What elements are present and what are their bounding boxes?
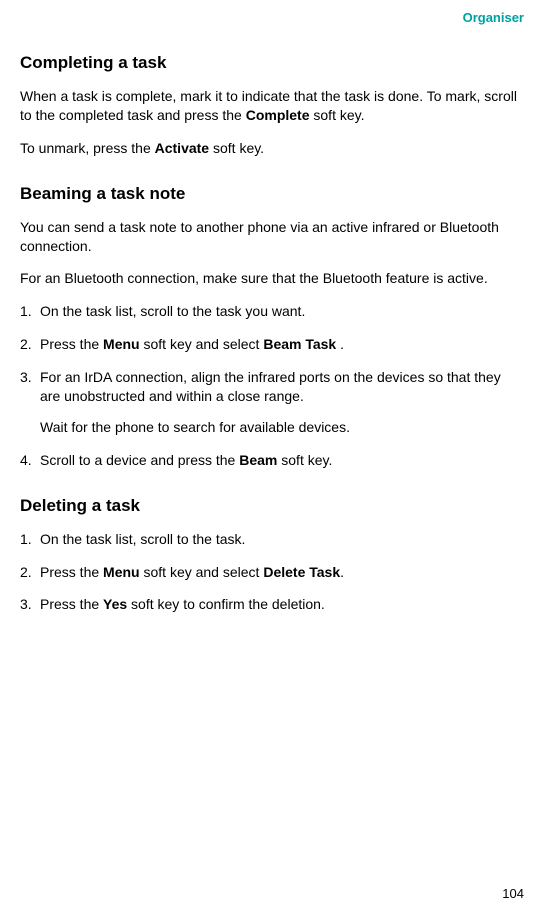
text-fragment: soft key to confirm the deletion. [127,596,325,612]
delete-task-label: Delete Task [263,564,340,580]
text-fragment: Scroll to a device and press the [40,452,239,468]
deleting-steps: On the task list, scroll to the task. Pr… [20,530,524,615]
text-fragment: soft key. [310,107,365,123]
text-fragment: soft key. [277,452,332,468]
beaming-step-3-sub: Wait for the phone to search for availab… [40,418,524,437]
beaming-step-3: For an IrDA connection, align the infrar… [20,368,524,437]
activate-softkey-label: Activate [155,140,209,156]
text-fragment: Press the [40,336,103,352]
text-fragment: soft key and select [140,564,264,580]
text-fragment: On the task list, scroll to the task. [40,531,245,547]
beaming-heading: Beaming a task note [20,184,524,204]
completing-para2: To unmark, press the Activate soft key. [20,139,524,158]
menu-softkey-label: Menu [103,336,140,352]
text-fragment: To unmark, press the [20,140,155,156]
beaming-step-2: Press the Menu soft key and select Beam … [20,335,524,354]
beam-softkey-label: Beam [239,452,277,468]
text-fragment: . [340,564,344,580]
text-fragment: Press the [40,564,103,580]
beaming-para2: For an Bluetooth connection, make sure t… [20,269,524,288]
text-fragment: On the task list, scroll to the task you… [40,303,305,319]
text-fragment: soft key and select [140,336,264,352]
beaming-steps: On the task list, scroll to the task you… [20,302,524,469]
deleting-step-2: Press the Menu soft key and select Delet… [20,563,524,582]
beaming-step-1: On the task list, scroll to the task you… [20,302,524,321]
deleting-step-1: On the task list, scroll to the task. [20,530,524,549]
beaming-step-4: Scroll to a device and press the Beam so… [20,451,524,470]
yes-softkey-label: Yes [103,596,127,612]
deleting-step-3: Press the Yes soft key to confirm the de… [20,595,524,614]
menu-softkey-label: Menu [103,564,140,580]
completing-para1: When a task is complete, mark it to indi… [20,87,524,125]
text-fragment: For an IrDA connection, align the infrar… [40,369,501,404]
text-fragment: . [336,336,344,352]
beam-task-label: Beam Task [263,336,336,352]
completing-heading: Completing a task [20,53,524,73]
header-label: Organiser [20,10,524,25]
text-fragment: soft key. [209,140,264,156]
text-fragment: Press the [40,596,103,612]
complete-softkey-label: Complete [246,107,310,123]
page-number: 104 [502,886,524,901]
beaming-para1: You can send a task note to another phon… [20,218,524,256]
deleting-heading: Deleting a task [20,496,524,516]
